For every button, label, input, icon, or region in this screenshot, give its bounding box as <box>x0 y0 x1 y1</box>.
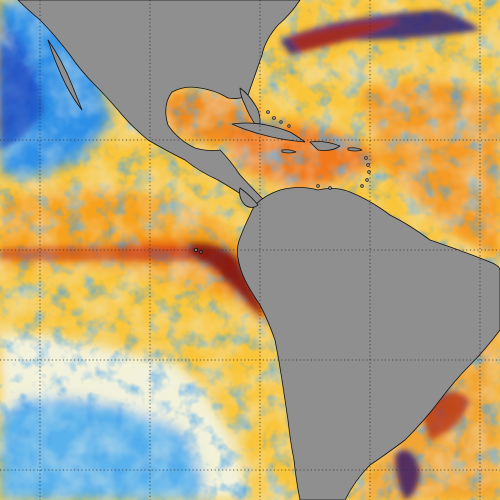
eq-hot-line <box>0 246 193 261</box>
jamaica <box>281 149 297 154</box>
north-central-america <box>17 0 301 211</box>
hispaniola <box>309 141 341 151</box>
south-america <box>236 187 500 500</box>
nepac-deep-blue <box>0 40 45 150</box>
landmasses <box>17 0 500 500</box>
lesser-antilles <box>316 156 371 190</box>
galapagos-1 <box>193 247 198 252</box>
galapagos-2 <box>199 250 203 254</box>
cuba <box>231 122 306 143</box>
gulf-stream-red <box>290 20 400 52</box>
bahamas <box>266 110 291 128</box>
baja-california <box>47 39 83 111</box>
puerto-rico <box>347 147 363 152</box>
peru-core-strong <box>190 244 262 315</box>
panama-isthmus <box>239 187 259 208</box>
brazil-malvinas-front <box>395 450 420 500</box>
